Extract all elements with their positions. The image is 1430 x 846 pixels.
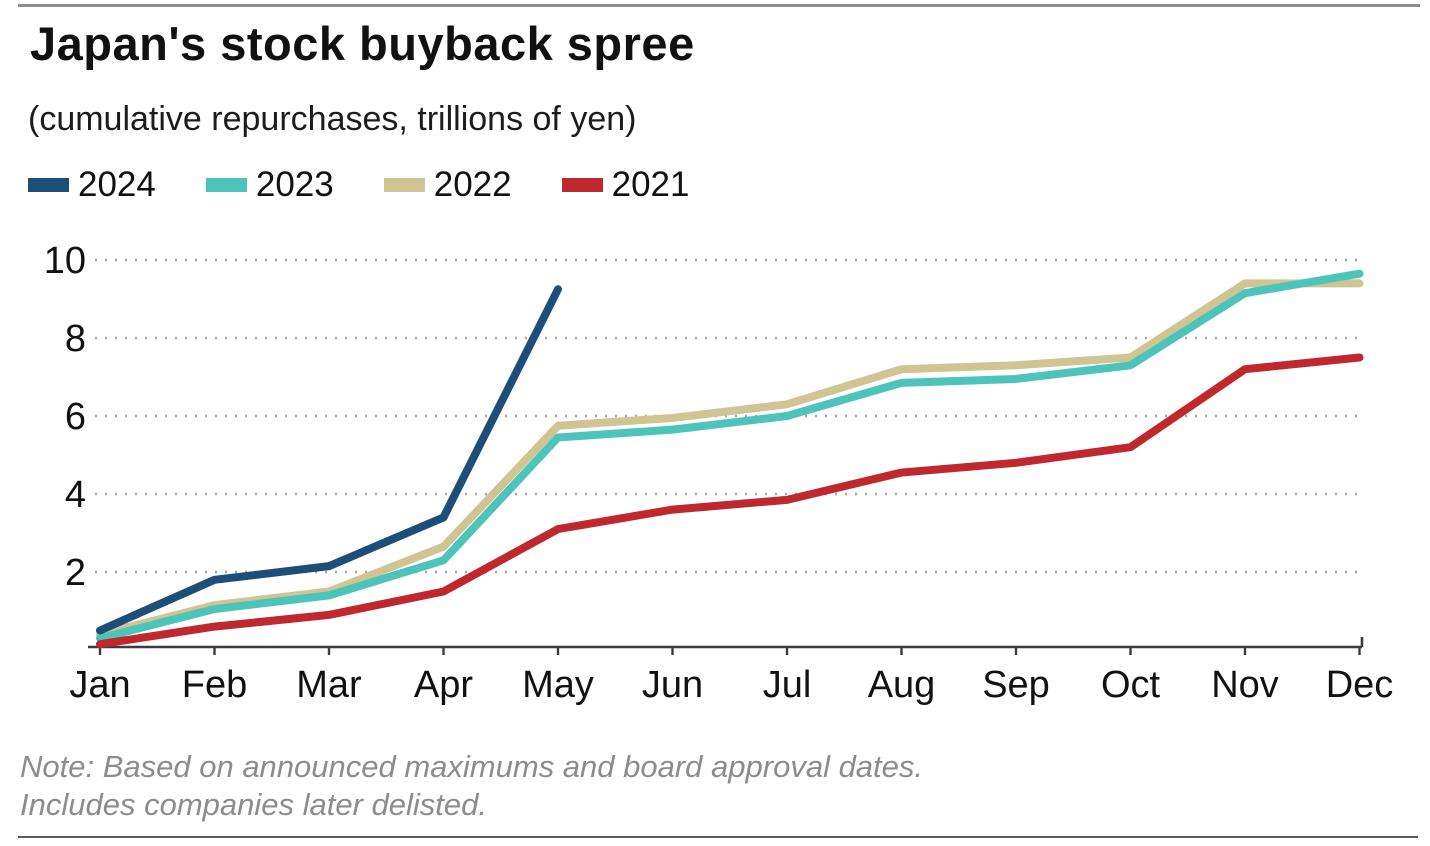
footnote: Note: Based on announced maximums and bo… bbox=[20, 748, 923, 824]
footnote-line-1: Note: Based on announced maximums and bo… bbox=[20, 749, 924, 784]
y-tick-label: 8 bbox=[65, 318, 86, 360]
legend-swatch-2024 bbox=[28, 178, 69, 192]
legend-swatch-2022 bbox=[383, 178, 425, 192]
page-title: Japan's stock buyback spree bbox=[30, 17, 695, 70]
legend-item-2023: 2023 bbox=[205, 165, 334, 205]
x-tick-label-jul: Jul bbox=[763, 664, 812, 706]
x-tick-label-aug: Aug bbox=[868, 664, 936, 706]
footnote-line-2: Includes companies later delisted. bbox=[20, 787, 487, 822]
legend-label-2022: 2022 bbox=[433, 165, 512, 204]
legend-swatch-2023 bbox=[205, 178, 247, 192]
series-line-2021 bbox=[96, 353, 1364, 649]
y-tick-label: 6 bbox=[65, 396, 86, 438]
legend-label-2023: 2023 bbox=[255, 165, 334, 204]
series-line-2023 bbox=[96, 269, 1364, 643]
x-tick-label-feb: Feb bbox=[182, 664, 247, 706]
x-tick-label-dec: Dec bbox=[1326, 664, 1394, 706]
legend-item-2024: 2024 bbox=[28, 165, 156, 205]
x-tick-label-jun: Jun bbox=[642, 664, 703, 706]
bottom-divider bbox=[18, 836, 1418, 838]
legend-item-2021: 2021 bbox=[561, 165, 690, 205]
y-tick-label: 10 bbox=[44, 240, 86, 282]
top-divider bbox=[18, 4, 1420, 7]
x-tick-label-oct: Oct bbox=[1101, 664, 1161, 706]
x-tick-label-mar: Mar bbox=[296, 664, 362, 706]
chart-subtitle: (cumulative repurchases, trillions of ye… bbox=[28, 100, 637, 138]
x-tick-label-apr: Apr bbox=[414, 664, 473, 706]
legend-label-2021: 2021 bbox=[611, 165, 690, 204]
x-tick-label-sep: Sep bbox=[982, 664, 1050, 706]
x-tick-label-nov: Nov bbox=[1211, 664, 1279, 706]
x-tick-label-jan: Jan bbox=[69, 664, 130, 706]
legend-label-2024: 2024 bbox=[78, 165, 156, 204]
legend-swatch-2021 bbox=[561, 178, 603, 192]
y-tick-label: 4 bbox=[65, 474, 86, 516]
series-line-2024 bbox=[96, 285, 562, 635]
y-tick-label: 2 bbox=[65, 552, 86, 594]
legend-item-2022: 2022 bbox=[383, 165, 512, 205]
x-tick-label-may: May bbox=[522, 664, 594, 706]
legend: 2024 2023 2022 2021 bbox=[28, 165, 690, 205]
